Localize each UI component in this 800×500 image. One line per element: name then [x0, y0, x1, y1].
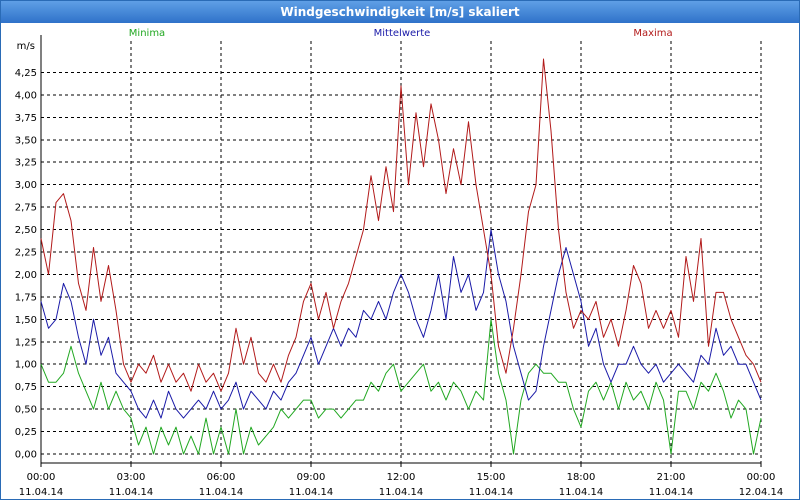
y-tick-label: 4,25 [15, 68, 37, 79]
chart-title: Windgeschwindigkeit [m/s] skaliert [1, 1, 799, 23]
x-tick-time: 09:00 [297, 472, 326, 483]
y-tick-label: 3,25 [15, 158, 37, 169]
y-tick-label: 0,50 [15, 405, 37, 416]
y-tick-label: 1,25 [15, 337, 37, 348]
x-tick-time: 15:00 [477, 472, 506, 483]
series-lines [40, 58, 762, 455]
x-tick-time: 12:00 [387, 472, 416, 483]
y-tick-label: 2,75 [15, 203, 37, 214]
y-tick-label: 1,75 [15, 292, 37, 303]
x-tick-date: 11.04.14 [289, 487, 334, 498]
x-tick-date: 12.04.14 [739, 487, 784, 498]
x-tick-time: 00:00 [27, 472, 56, 483]
x-tick-time: 21:00 [657, 472, 686, 483]
legend: Minima Mittelwerte Maxima [129, 28, 673, 39]
y-tick-label: 2,25 [15, 248, 37, 259]
x-tick-date: 11.04.14 [199, 487, 244, 498]
series-line-minima [40, 318, 762, 455]
chart-canvas: 0,00 0,25 0,50 0,75 1,00 1,25 1,50 1,75 2,00 2,25… [15, 28, 784, 498]
y-tick-label: 0,00 [15, 450, 37, 461]
x-tick-date: 11.04.14 [109, 487, 154, 498]
y-tick-label: 2,50 [15, 225, 37, 236]
x-tick-date: 11.04.14 [649, 487, 694, 498]
y-tick-label: 1,00 [15, 360, 37, 371]
x-tick-time: 18:00 [567, 472, 596, 483]
x-tick-date: 11.04.14 [379, 487, 424, 498]
x-tick-date: 11.04.14 [19, 487, 64, 498]
x-tick-time: 06:00 [207, 472, 236, 483]
x-tick-time: 00:00 [747, 472, 776, 483]
grid [40, 41, 762, 463]
axes: 0,00 0,25 0,50 0,75 1,00 1,25 1,50 1,75 2,00 2,25… [15, 35, 784, 498]
y-tick-label: 3,50 [15, 135, 37, 146]
y-axis-label: m/s [17, 41, 35, 52]
series-line-maxima [40, 58, 762, 392]
legend-item-minima: Minima [129, 28, 165, 39]
y-tick-label: 4,00 [15, 90, 37, 101]
x-tick-time: 03:00 [117, 472, 146, 483]
x-tick-date: 11.04.14 [469, 487, 514, 498]
series-line-mittelwerte [40, 229, 762, 419]
y-tick-label: 0,75 [15, 382, 37, 393]
y-tick-label: 3,75 [15, 113, 37, 124]
y-tick-label: 2,00 [15, 270, 37, 281]
y-tick-label: 1,50 [15, 315, 37, 326]
legend-item-mittelwerte: Mittelwerte [374, 28, 431, 39]
y-tick-label: 3,00 [15, 180, 37, 191]
x-tick-date: 11.04.14 [559, 487, 604, 498]
y-tick-label: 0,25 [15, 427, 37, 438]
legend-item-maxima: Maxima [633, 28, 672, 39]
